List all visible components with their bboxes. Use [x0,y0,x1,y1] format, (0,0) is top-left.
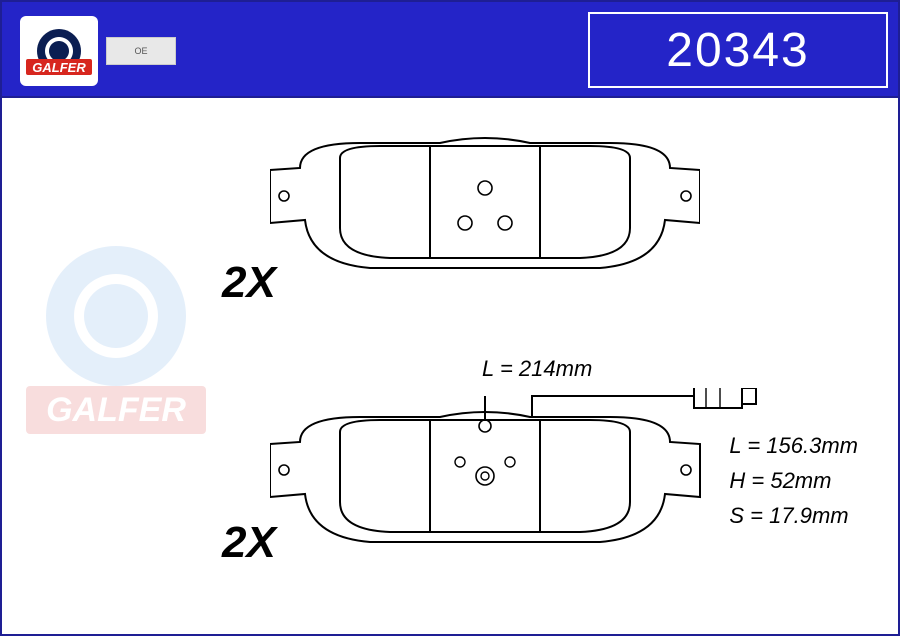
dimensions-block: L = 156.3mm H = 52mm S = 17.9mm [729,428,858,534]
brand-logo: GALFER [20,16,98,86]
part-number-box: 20343 [588,12,888,88]
part-number: 20343 [666,23,809,78]
diagram-frame: GALFER OE 20343 GALFER [0,0,900,636]
svg-text:GALFER: GALFER [46,391,186,429]
brand-block: GALFER OE [20,16,176,86]
quantity-top: 2X [222,258,276,308]
diagram-content: GALFER 2X L = 214mm [2,98,898,634]
quantity-bottom: 2X [222,518,276,568]
wire-length-label: L = 214mm [482,356,592,382]
dimension-thickness: S = 17.9mm [729,498,858,533]
brake-pad-top [270,128,700,318]
brand-logo-text: GALFER [32,60,86,75]
header-bar: GALFER OE 20343 [2,2,898,98]
oe-badge: OE [106,37,176,65]
oe-badge-label: OE [134,46,147,56]
brake-pad-bottom [270,388,770,588]
dimension-length: L = 156.3mm [729,428,858,463]
dimension-height: H = 52mm [729,463,858,498]
brand-watermark: GALFER [26,226,206,506]
